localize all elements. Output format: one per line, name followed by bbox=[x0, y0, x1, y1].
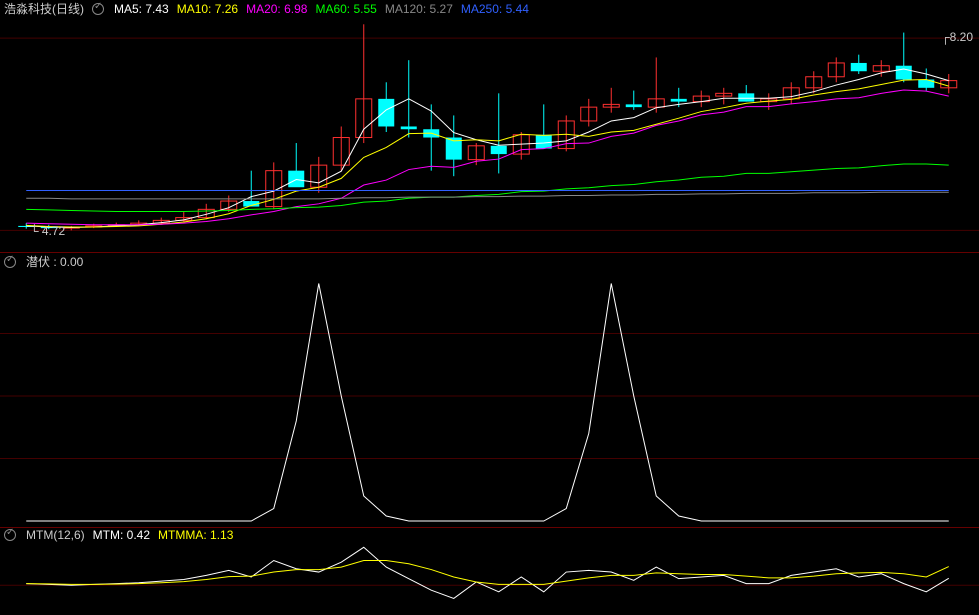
ma20-label: MA20: 6.98 bbox=[246, 2, 307, 16]
sub1-title: 潜伏 : 0.00 bbox=[26, 253, 83, 270]
price-high-label: ┌8.20 bbox=[941, 30, 973, 44]
price-low-label: └ 4.72 bbox=[30, 224, 65, 238]
ma120-label: MA120: 5.27 bbox=[385, 2, 453, 16]
indicator-panel-1[interactable]: 潜伏 : 0.00 bbox=[0, 252, 979, 524]
sub2-header: MTM(12,6) MTM: 0.42 MTMMA: 1.13 bbox=[4, 528, 233, 542]
sub1-header: 潜伏 : 0.00 bbox=[4, 253, 83, 270]
main-header: 浩淼科技(日线) MA5: 7.43 MA10: 7.26 MA20: 6.98… bbox=[4, 0, 529, 17]
main-candlestick-panel[interactable]: 浩淼科技(日线) MA5: 7.43 MA10: 7.26 MA20: 6.98… bbox=[0, 0, 979, 250]
indicator-panel-2[interactable]: MTM(12,6) MTM: 0.42 MTMMA: 1.13 bbox=[0, 527, 979, 613]
ma10-label: MA10: 7.26 bbox=[177, 2, 238, 16]
mtm-title: MTM(12,6) bbox=[26, 528, 85, 542]
main-chart-svg[interactable] bbox=[0, 0, 979, 250]
ma5-label: MA5: 7.43 bbox=[114, 2, 169, 16]
mtm-value: MTM: 0.42 bbox=[93, 528, 150, 542]
settings-icon[interactable] bbox=[92, 3, 104, 15]
sub1-chart-svg[interactable] bbox=[0, 253, 979, 525]
settings-icon[interactable] bbox=[4, 256, 16, 268]
ma250-label: MA250: 5.44 bbox=[461, 2, 529, 16]
mtmma-value: MTMMA: 1.13 bbox=[158, 528, 233, 542]
settings-icon[interactable] bbox=[4, 529, 16, 541]
ma60-label: MA60: 5.55 bbox=[315, 2, 376, 16]
stock-title: 浩淼科技(日线) bbox=[4, 0, 84, 17]
